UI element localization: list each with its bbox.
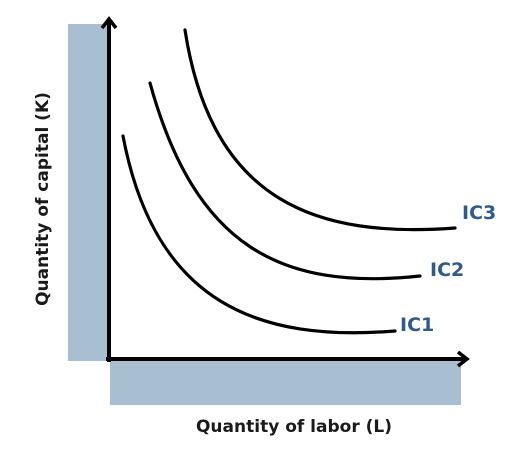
y-axis-label: Quantity of capital (K) <box>33 92 53 306</box>
curve-label-ic1: IC1 <box>400 314 434 336</box>
horizontal-axis-band <box>110 361 461 405</box>
y-axis-arrowhead <box>100 16 118 30</box>
indifference-curve-ic3 <box>183 28 457 232</box>
curve-label-ic2: IC2 <box>430 259 464 281</box>
x-axis-label: Quantity of labor (L) <box>196 417 392 437</box>
x-axis-arrowhead <box>456 350 470 368</box>
curve-label-ic3: IC3 <box>462 202 496 224</box>
indifference-curve-ic2 <box>148 81 422 281</box>
indifference-curve-ic1 <box>121 134 397 335</box>
vertical-axis-band <box>68 24 110 361</box>
